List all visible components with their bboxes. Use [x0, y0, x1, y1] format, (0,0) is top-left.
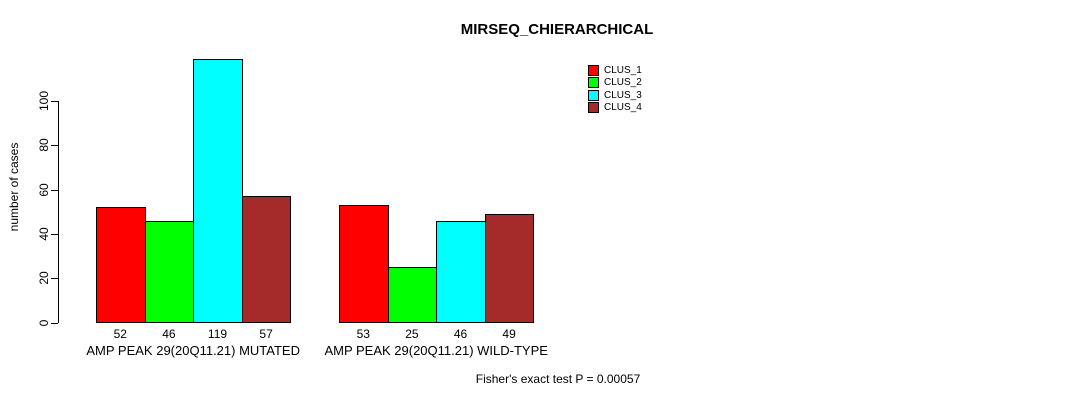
legend-label: CLUS_1 [604, 64, 642, 76]
bar-clus-3-group-2 [436, 221, 486, 323]
y-axis-line [58, 101, 59, 323]
legend-label: CLUS_3 [604, 89, 642, 101]
bar-clus-2-group-1 [145, 221, 194, 323]
bar-value-label: 57 [259, 327, 273, 341]
legend: CLUS_1 CLUS_2 CLUS_3 CLUS_4 [588, 64, 642, 114]
y-axis-tick-label: 60 [37, 183, 51, 197]
bar-clus-3-group-1 [193, 59, 243, 323]
bar-clus-1-group-1 [96, 207, 146, 323]
legend-item-clus-1: CLUS_1 [588, 64, 642, 77]
bar-clus-4-group-1 [242, 196, 291, 323]
y-axis-tick [51, 278, 58, 279]
annotation-text: Fisher's exact test P = 0.00057 [475, 372, 641, 386]
legend-item-clus-3: CLUS_3 [588, 89, 642, 102]
bar-value-label: 119 [207, 327, 228, 341]
bar-value-label: 46 [162, 327, 176, 341]
y-axis-tick [51, 323, 58, 324]
legend-item-clus-2: CLUS_2 [588, 77, 642, 90]
bar-value-label: 52 [113, 327, 127, 341]
legend-swatch-icon [588, 102, 599, 114]
category-label: AMP PEAK 29(20Q11.21) MUTATED [86, 343, 300, 358]
bar-value-label: 53 [356, 327, 370, 341]
bar-clus-1-group-2 [339, 205, 389, 323]
y-axis-tick-label: 20 [37, 271, 51, 285]
y-axis-tick-label: 80 [37, 138, 51, 152]
y-axis-tick-label: 0 [37, 319, 51, 327]
legend-swatch-icon [588, 64, 599, 76]
y-axis-tick [51, 190, 58, 191]
bar-clus-4-group-2 [485, 214, 534, 323]
legend-item-clus-4: CLUS_4 [588, 102, 642, 115]
y-axis-tick [51, 145, 58, 146]
chart-title: MIRSEQ_CHIERARCHICAL [460, 21, 654, 38]
y-axis-title: number of cases [7, 142, 21, 232]
bar-clus-2-group-2 [388, 267, 437, 323]
bar-value-label: 25 [405, 327, 419, 341]
y-axis-tick-label: 40 [37, 227, 51, 241]
legend-label: CLUS_4 [604, 102, 642, 114]
y-axis-tick [51, 234, 58, 235]
bar-value-label: 49 [502, 327, 516, 341]
category-label: AMP PEAK 29(20Q11.21) WILD-TYPE [324, 343, 548, 358]
legend-label: CLUS_2 [604, 77, 642, 89]
y-axis-tick-label: 100 [37, 90, 51, 112]
legend-swatch-icon [588, 77, 599, 89]
bar-value-label: 46 [453, 327, 468, 341]
legend-swatch-icon [588, 89, 599, 101]
y-axis-tick [51, 101, 58, 102]
